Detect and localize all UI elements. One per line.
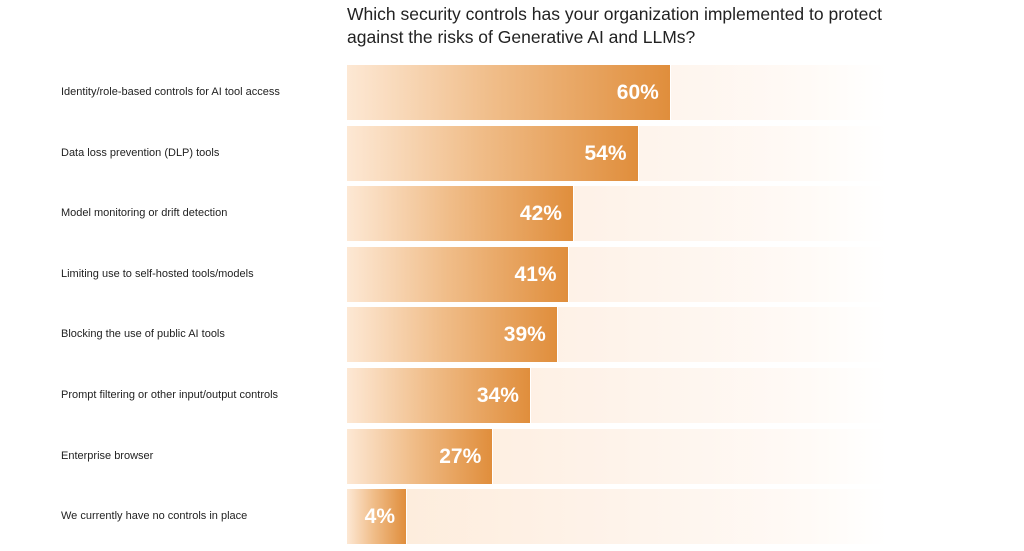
- bar-row: Blocking the use of public AI tools 39%: [0, 307, 1024, 363]
- data-label: 4%: [364, 505, 395, 529]
- category-label: We currently have no controls in place: [61, 510, 248, 523]
- bar: [347, 428, 494, 484]
- bar: [347, 368, 531, 423]
- bar: [347, 246, 569, 302]
- bar: [347, 489, 407, 545]
- bar-track: [347, 489, 887, 545]
- category-label: Model monitoring or drift detection: [61, 207, 228, 220]
- bar-row: We currently have no controls in place 4%: [0, 489, 1024, 545]
- category-label: Prompt filtering or other input/output c…: [61, 389, 279, 401]
- data-label: 34%: [476, 384, 519, 407]
- bar-row: Model monitoring or drift detection 42%: [0, 186, 1024, 242]
- data-label: 27%: [439, 444, 482, 468]
- bar: [347, 125, 639, 181]
- bar: [347, 65, 671, 120]
- category-label: Blocking the use of public AI tools: [61, 328, 225, 341]
- bar: [347, 307, 558, 363]
- bar-row: Data loss prevention (DLP) tools 54%: [0, 125, 1024, 181]
- data-label: 41%: [514, 262, 557, 286]
- category-label: Data loss prevention (DLP) tools: [61, 146, 220, 159]
- bar-row: Prompt filtering or other input/output c…: [0, 368, 1024, 423]
- category-label: Limiting use to self-hosted tools/models: [61, 267, 254, 280]
- data-label: 54%: [584, 141, 627, 165]
- data-label: 42%: [519, 202, 562, 226]
- bar-row: Enterprise browser 27%: [0, 428, 1024, 484]
- bar-row: Limiting use to self-hosted tools/models…: [0, 246, 1024, 302]
- category-label: Identity/role-based controls for AI tool…: [61, 86, 280, 98]
- bar: [347, 186, 574, 242]
- data-label: 39%: [503, 323, 546, 347]
- bar-row: Identity/role-based controls for AI tool…: [0, 65, 1024, 120]
- category-label: Enterprise browser: [61, 449, 154, 462]
- chart-title: Which security controls has your organiz…: [347, 4, 882, 47]
- data-label: 60%: [616, 81, 659, 104]
